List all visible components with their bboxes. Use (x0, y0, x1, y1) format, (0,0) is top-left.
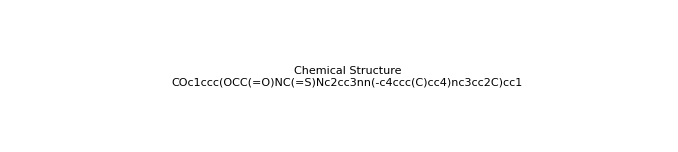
Text: Chemical Structure
COc1ccc(OCC(=O)NC(=S)Nc2cc3nn(-c4ccc(C)cc4)nc3cc2C)cc1: Chemical Structure COc1ccc(OCC(=O)NC(=S)… (172, 66, 523, 88)
